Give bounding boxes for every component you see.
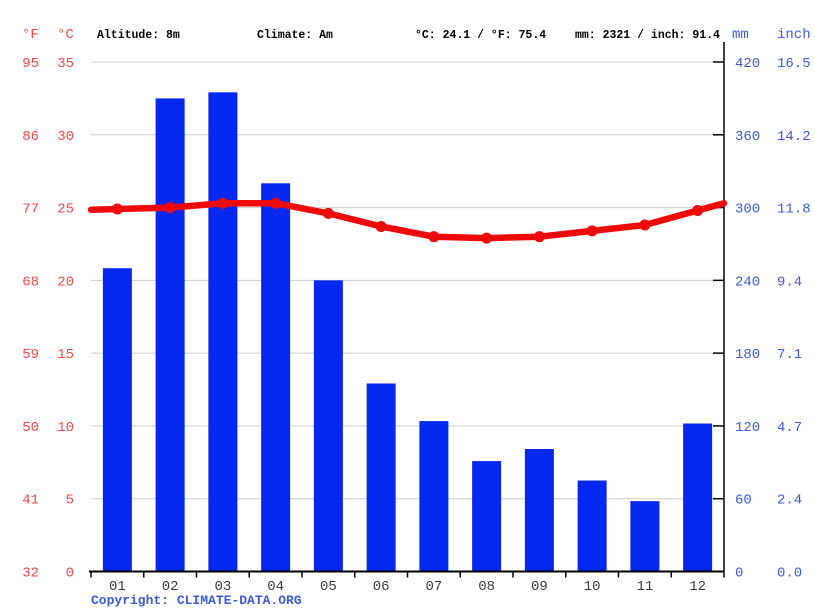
mm-axis-label: 420 <box>735 56 760 72</box>
temp-point[interactable] <box>375 220 387 232</box>
mm-axis-label: 60 <box>735 493 752 509</box>
inch-axis-label: 9.4 <box>777 274 802 290</box>
precip-bar[interactable] <box>524 448 554 572</box>
month-label: 03 <box>214 579 231 595</box>
c-axis-label: 20 <box>57 274 74 290</box>
f-axis-label: 68 <box>22 274 39 290</box>
celsius-unit-label: °C <box>57 27 74 43</box>
mm-axis-label: 300 <box>735 202 760 218</box>
month-label: 01 <box>109 579 126 595</box>
fahrenheit-unit-label: °F <box>22 27 39 43</box>
temp-point[interactable] <box>111 203 123 215</box>
month-label: 04 <box>267 579 284 595</box>
f-axis-label: 86 <box>22 129 39 145</box>
inch-axis-label: 2.4 <box>777 493 802 509</box>
mm-axis-label: 360 <box>735 129 760 145</box>
month-label: 12 <box>689 579 706 595</box>
f-axis-label: 32 <box>22 566 39 582</box>
precip-bar[interactable] <box>419 421 449 572</box>
month-label: 08 <box>478 579 495 595</box>
month-label: 06 <box>373 579 390 595</box>
climate-type-label: Climate: Am <box>257 29 333 42</box>
c-axis-label: 0 <box>66 566 74 582</box>
f-axis-label: 95 <box>22 56 39 72</box>
precip-bar[interactable] <box>683 423 713 572</box>
precip-bar[interactable] <box>102 268 132 572</box>
inch-axis-label: 7.1 <box>777 347 802 363</box>
temp-point[interactable] <box>481 232 493 244</box>
temp-point[interactable] <box>533 231 545 243</box>
month-label: 02 <box>162 579 179 595</box>
altitude-label: Altitude: 8m <box>97 29 180 42</box>
temperature-line <box>87 199 728 242</box>
c-axis-label: 35 <box>57 56 74 72</box>
avg-temperature-label: °C: 24.1 / °F: 75.4 <box>415 29 547 42</box>
precip-bar[interactable] <box>366 383 396 572</box>
f-axis-label: 50 <box>22 420 39 436</box>
c-axis-label: 10 <box>57 420 74 436</box>
precip-bar[interactable] <box>313 280 343 572</box>
precip-bar[interactable] <box>261 183 291 572</box>
month-label: 05 <box>320 579 337 595</box>
mm-axis-label: 240 <box>735 274 760 290</box>
precip-bar[interactable] <box>472 461 502 572</box>
temp-point[interactable] <box>270 197 282 209</box>
precip-bar[interactable] <box>208 92 238 572</box>
temp-point[interactable] <box>322 207 334 219</box>
precip-bar[interactable] <box>630 501 660 572</box>
temp-point[interactable] <box>428 231 440 243</box>
inch-axis-label: 11.8 <box>777 202 811 218</box>
temp-point[interactable] <box>692 204 704 216</box>
inch-axis-label: 14.2 <box>777 129 811 145</box>
precip-bar[interactable] <box>155 98 185 572</box>
precip-bar[interactable] <box>577 480 607 572</box>
inch-unit-label: inch <box>777 27 811 43</box>
month-label: 09 <box>531 579 548 595</box>
f-axis-label: 41 <box>22 493 39 509</box>
temp-point[interactable] <box>586 225 598 237</box>
temp-point[interactable] <box>164 202 176 214</box>
mm-axis-label: 180 <box>735 347 760 363</box>
mm-axis-label: 120 <box>735 420 760 436</box>
c-axis-label: 15 <box>57 347 74 363</box>
month-label: 07 <box>425 579 442 595</box>
mm-axis-label: 0 <box>735 566 743 582</box>
total-precipitation-label: mm: 2321 / inch: 91.4 <box>575 29 720 42</box>
mm-unit-label: mm <box>732 27 749 43</box>
inch-axis-label: 4.7 <box>777 420 802 436</box>
month-label: 10 <box>584 579 601 595</box>
temp-point[interactable] <box>639 219 651 231</box>
c-axis-label: 30 <box>57 129 74 145</box>
c-axis-label: 5 <box>66 493 74 509</box>
f-axis-label: 59 <box>22 347 39 363</box>
temp-point[interactable] <box>217 197 229 209</box>
inch-axis-label: 16.5 <box>777 56 811 72</box>
f-axis-label: 77 <box>22 202 39 218</box>
copyright-link[interactable]: Copyright: CLIMATE-DATA.ORG <box>91 593 302 608</box>
c-axis-label: 25 <box>57 202 74 218</box>
month-label: 11 <box>636 579 653 595</box>
inch-axis-label: 0.0 <box>777 566 802 582</box>
